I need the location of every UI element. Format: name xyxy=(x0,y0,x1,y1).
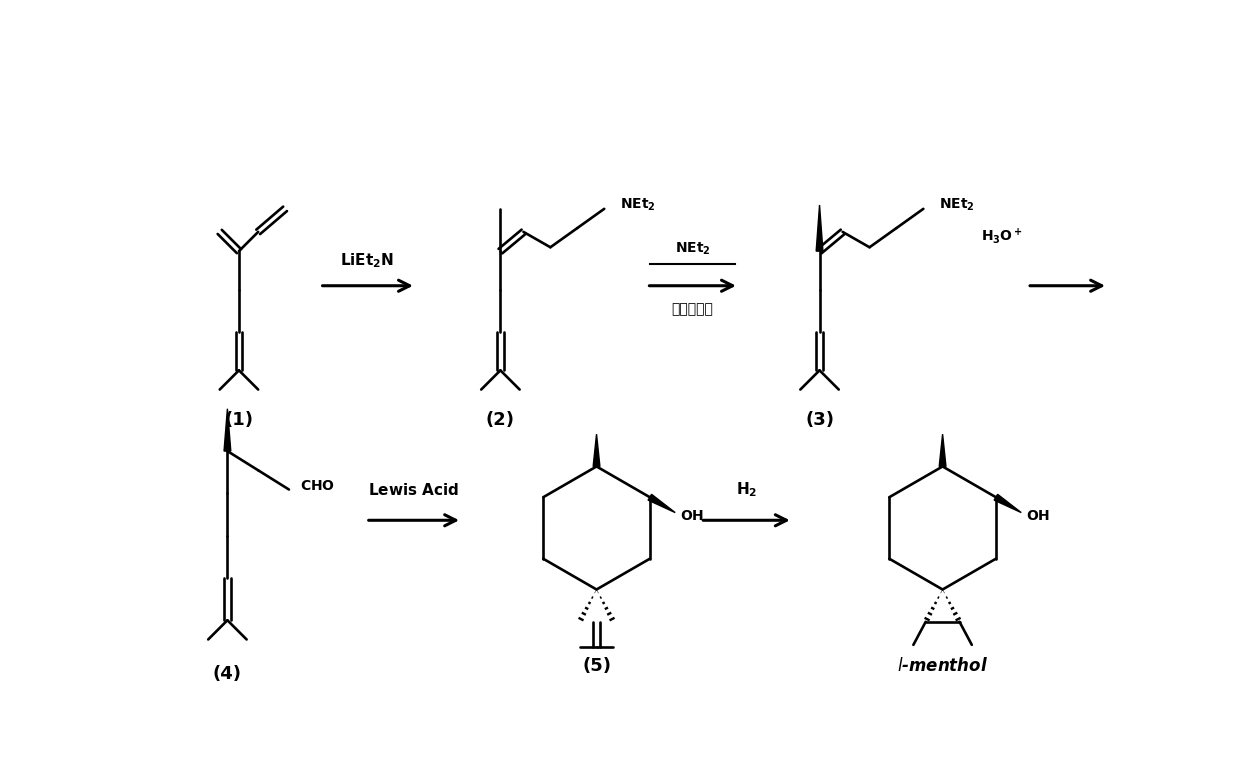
Polygon shape xyxy=(648,495,675,513)
Text: $\mathbf{NEt_2}$: $\mathbf{NEt_2}$ xyxy=(939,197,975,213)
Text: $\mathbf{OH}$: $\mathbf{OH}$ xyxy=(1026,509,1049,523)
Text: $\mathbf{OH}$: $\mathbf{OH}$ xyxy=(680,509,704,523)
Text: (3): (3) xyxy=(805,411,834,429)
Polygon shape xyxy=(994,495,1021,513)
Polygon shape xyxy=(224,409,230,451)
Text: $\mathbf{NEt_2}$: $\mathbf{NEt_2}$ xyxy=(620,197,655,213)
Text: (1): (1) xyxy=(224,411,254,429)
Text: $\mathbf{H_3O^+}$: $\mathbf{H_3O^+}$ xyxy=(981,226,1023,245)
Text: $\mathbf{Lewis\ Acid}$: $\mathbf{Lewis\ Acid}$ xyxy=(368,481,458,498)
Polygon shape xyxy=(817,205,823,251)
Text: (4): (4) xyxy=(213,665,242,683)
Text: $\mathbf{CHO}$: $\mathbf{CHO}$ xyxy=(301,478,336,492)
Polygon shape xyxy=(939,434,945,467)
Text: $\mathit{l}$-menthol: $\mathit{l}$-menthol xyxy=(897,657,989,675)
Polygon shape xyxy=(593,434,600,467)
Text: (5): (5) xyxy=(582,657,611,675)
Text: (2): (2) xyxy=(486,411,515,429)
Text: $\mathbf{LiEt_2N}$: $\mathbf{LiEt_2N}$ xyxy=(341,252,394,270)
Text: $\mathbf{H_2}$: $\mathbf{H_2}$ xyxy=(736,480,757,499)
Text: 手性催化剂: 手性催化剂 xyxy=(672,301,714,315)
Text: $\mathbf{NEt_2}$: $\mathbf{NEt_2}$ xyxy=(675,241,710,257)
